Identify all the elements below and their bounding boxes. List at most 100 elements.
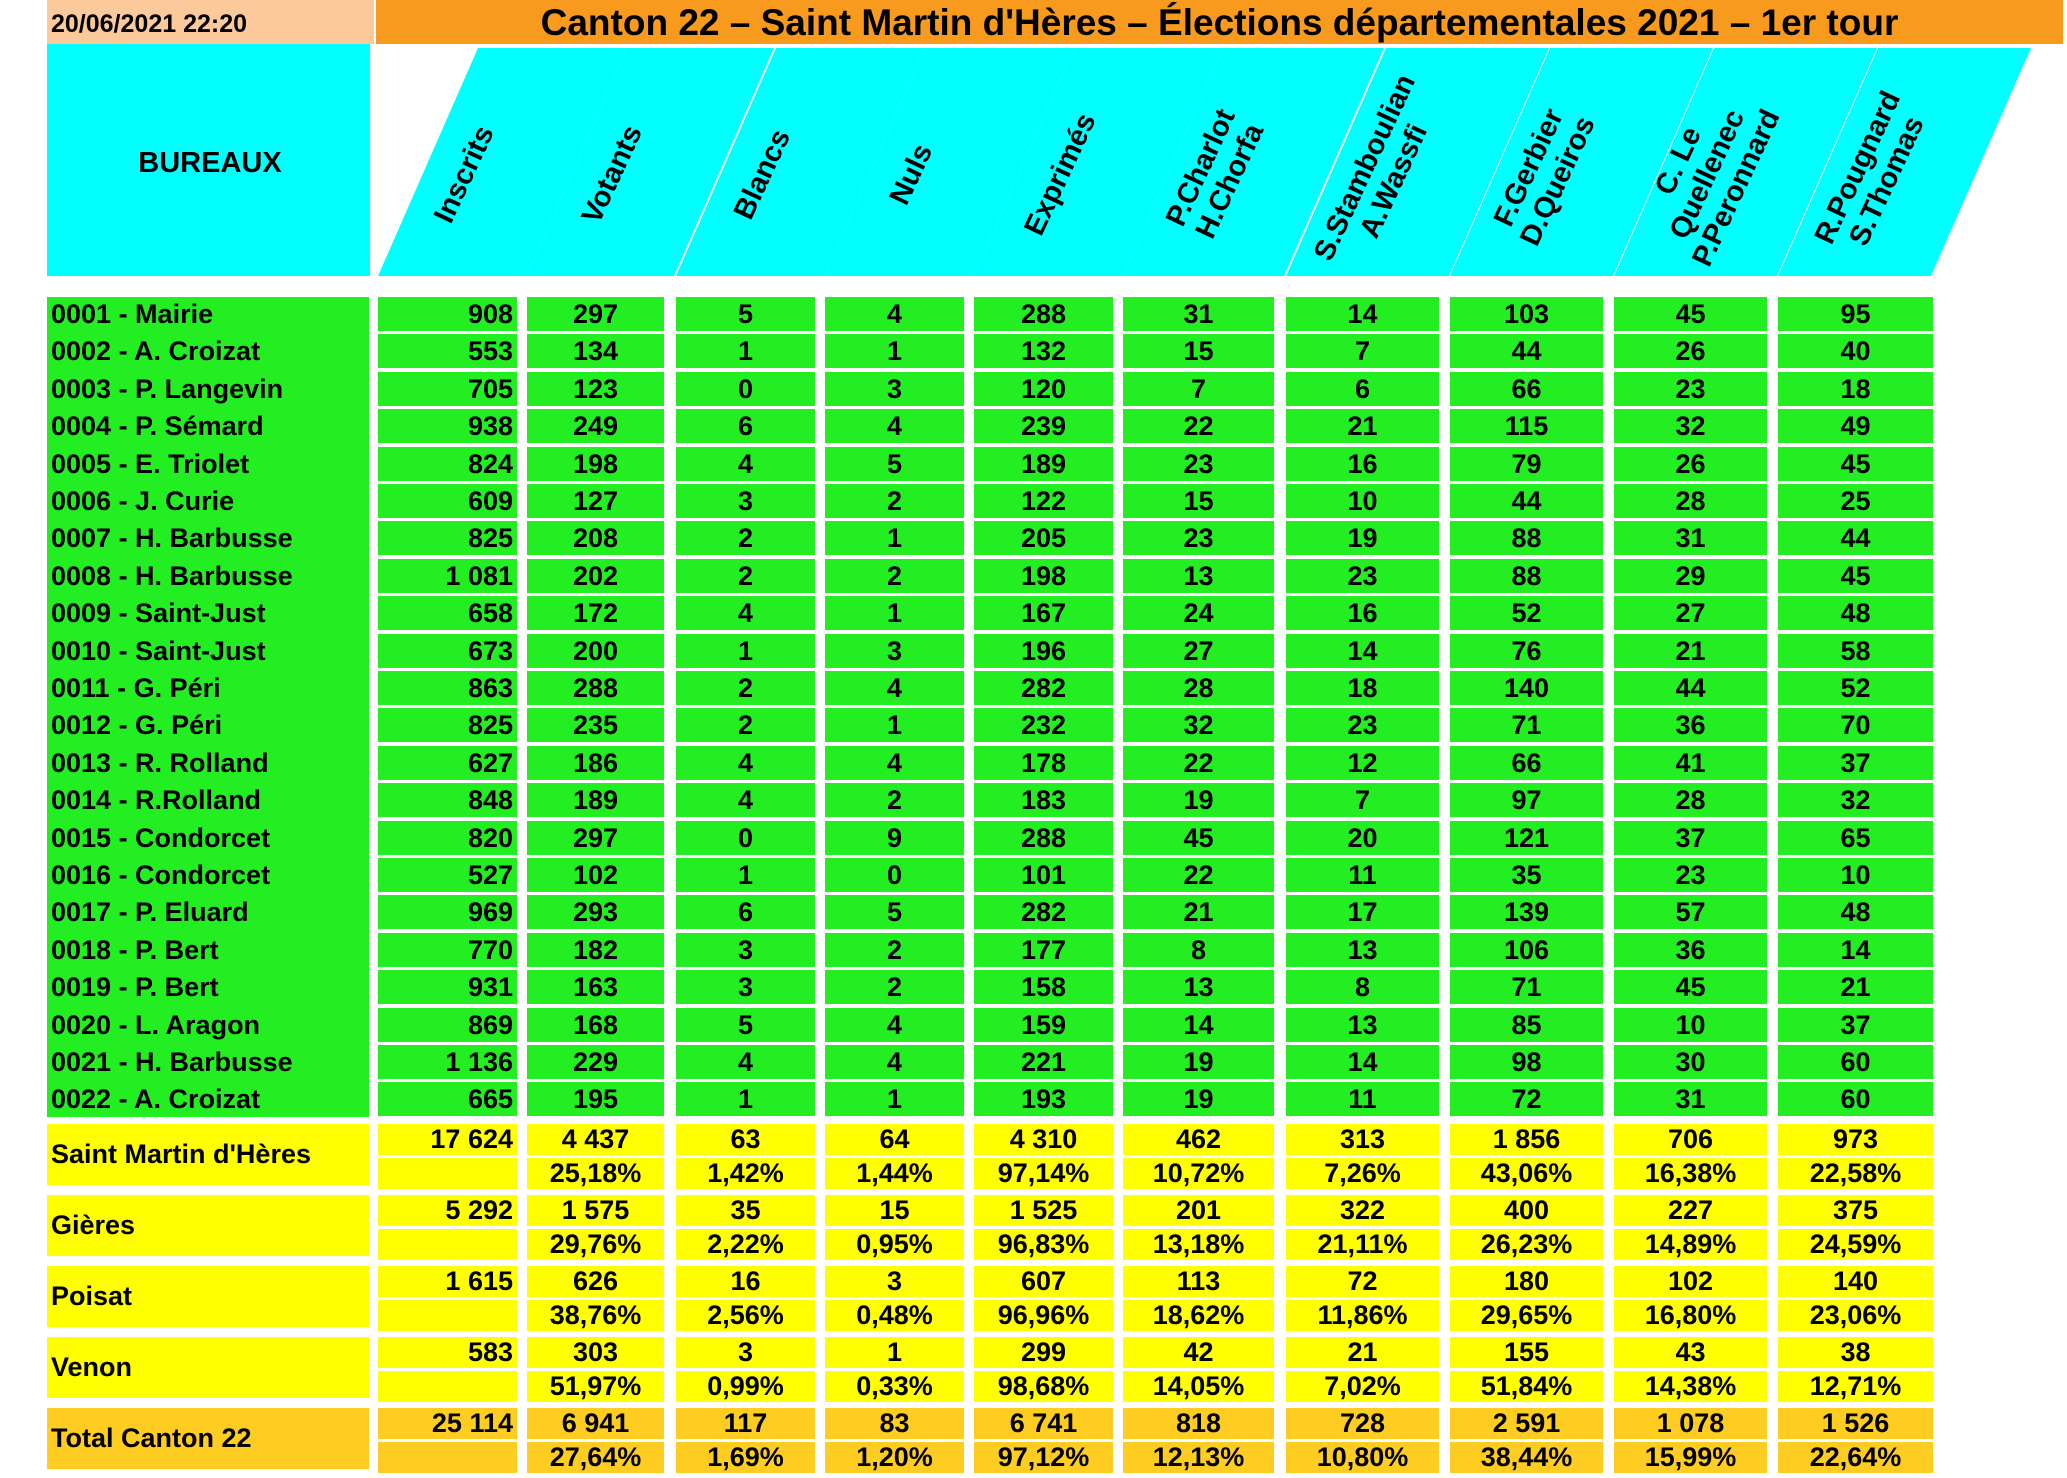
bureau-value: 163	[527, 970, 664, 1005]
bureau-value: 2	[825, 970, 964, 1005]
summary-percent: 51,97%	[527, 1371, 664, 1402]
bureau-value: 196	[974, 633, 1113, 668]
bureau-value: 848	[378, 783, 517, 818]
column-header-cell	[1614, 48, 1877, 276]
bureau-value: 658	[378, 596, 517, 631]
bureau-value: 193	[974, 1082, 1113, 1117]
summary-value: 113	[1123, 1266, 1274, 1297]
bureau-value: 908	[378, 297, 517, 331]
bureau-value: 3	[676, 484, 815, 518]
bureau-value: 88	[1450, 558, 1603, 593]
bureau-value: 32	[1123, 708, 1274, 743]
bureau-name: 0013 - R. Rolland	[47, 745, 369, 780]
bureau-value: 825	[378, 521, 517, 556]
summary-percent: 38,44%	[1450, 1442, 1603, 1473]
summary-percent: 2,56%	[676, 1300, 815, 1331]
bureau-value: 17	[1286, 895, 1439, 930]
bureau-value: 12	[1286, 745, 1439, 780]
bureau-value: 21	[1778, 970, 1933, 1005]
bureau-value: 23	[1614, 858, 1767, 892]
bureau-name: 0009 - Saint-Just	[47, 596, 369, 631]
bureau-value: 127	[527, 484, 664, 518]
bureau-value: 208	[527, 521, 664, 556]
bureau-value: 18	[1286, 671, 1439, 705]
bureau-value: 23	[1614, 371, 1767, 406]
bureau-value: 120	[974, 371, 1113, 406]
bureau-value: 4	[676, 783, 815, 818]
bureau-value: 15	[1123, 484, 1274, 518]
bureau-value: 183	[974, 783, 1113, 818]
bureau-value: 71	[1450, 970, 1603, 1005]
bureau-value: 239	[974, 409, 1113, 444]
summary-percent: 14,38%	[1614, 1371, 1767, 1402]
summary-value: 728	[1286, 1408, 1439, 1439]
summary-value: 626	[527, 1266, 664, 1297]
bureau-value: 1	[825, 521, 964, 556]
bureau-value: 20	[1286, 820, 1439, 855]
bureau-value: 14	[1286, 297, 1439, 331]
bureau-value: 7	[1286, 783, 1439, 818]
bureau-value: 182	[527, 932, 664, 967]
bureau-value: 115	[1450, 409, 1603, 444]
bureau-value: 189	[527, 783, 664, 818]
summary-percent: 27,64%	[527, 1442, 664, 1473]
summary-percent: 1,20%	[825, 1442, 964, 1473]
bureau-value: 72	[1450, 1082, 1603, 1117]
bureau-value: 3	[676, 970, 815, 1005]
summary-value: 322	[1286, 1195, 1439, 1226]
bureau-value: 24	[1123, 596, 1274, 631]
summary-value: 2 591	[1450, 1408, 1603, 1439]
column-header-cell	[825, 48, 1074, 276]
summary-value: 201	[1123, 1195, 1274, 1226]
summary-value: 299	[974, 1337, 1113, 1368]
bureau-name: 0002 - A. Croizat	[47, 334, 369, 369]
commune-name: Poisat	[47, 1266, 369, 1327]
bureau-value: 1	[676, 1082, 815, 1117]
bureau-value: 825	[378, 708, 517, 743]
summary-value: 117	[676, 1408, 815, 1439]
bureau-value: 4	[825, 409, 964, 444]
bureau-value: 2	[825, 558, 964, 593]
bureau-value: 22	[1123, 858, 1274, 892]
bureau-value: 5	[676, 1007, 815, 1042]
summary-value: 706	[1614, 1124, 1767, 1155]
bureau-value: 103	[1450, 297, 1603, 331]
column-header-cell	[1450, 48, 1713, 276]
bureau-value: 65	[1778, 820, 1933, 855]
bureau-value: 1	[676, 334, 815, 369]
bureau-value: 13	[1123, 970, 1274, 1005]
bureau-value: 37	[1778, 1007, 1933, 1042]
summary-percent: 43,06%	[1450, 1158, 1603, 1189]
bureau-name: 0001 - Mairie	[47, 297, 369, 331]
bureau-value: 66	[1450, 371, 1603, 406]
summary-percent: 0,33%	[825, 1371, 964, 1402]
bureau-value: 938	[378, 409, 517, 444]
bureau-name: 0007 - H. Barbusse	[47, 521, 369, 556]
bureau-value: 4	[825, 297, 964, 331]
summary-percent	[378, 1442, 517, 1473]
bureau-value: 98	[1450, 1045, 1603, 1079]
bureau-value: 627	[378, 745, 517, 780]
bureau-value: 1	[825, 708, 964, 743]
summary-percent: 1,69%	[676, 1442, 815, 1473]
bureau-name: 0004 - P. Sémard	[47, 409, 369, 444]
bureau-value: 29	[1614, 558, 1767, 593]
summary-value: 15	[825, 1195, 964, 1226]
summary-value: 72	[1286, 1266, 1439, 1297]
bureau-value: 198	[527, 446, 664, 481]
bureau-value: 23	[1286, 708, 1439, 743]
column-header-cell	[1286, 48, 1549, 276]
bureau-value: 79	[1450, 446, 1603, 481]
bureau-value: 8	[1286, 970, 1439, 1005]
summary-value: 64	[825, 1124, 964, 1155]
summary-percent: 16,80%	[1614, 1300, 1767, 1331]
summary-value: 583	[378, 1337, 517, 1368]
summary-value: 973	[1778, 1124, 1933, 1155]
bureau-value: 31	[1123, 297, 1274, 331]
summary-percent: 98,68%	[974, 1371, 1113, 1402]
column-header-cell	[974, 48, 1223, 276]
bureau-value: 19	[1123, 783, 1274, 818]
bureau-value: 2	[825, 783, 964, 818]
summary-percent: 97,12%	[974, 1442, 1113, 1473]
bureau-value: 134	[527, 334, 664, 369]
